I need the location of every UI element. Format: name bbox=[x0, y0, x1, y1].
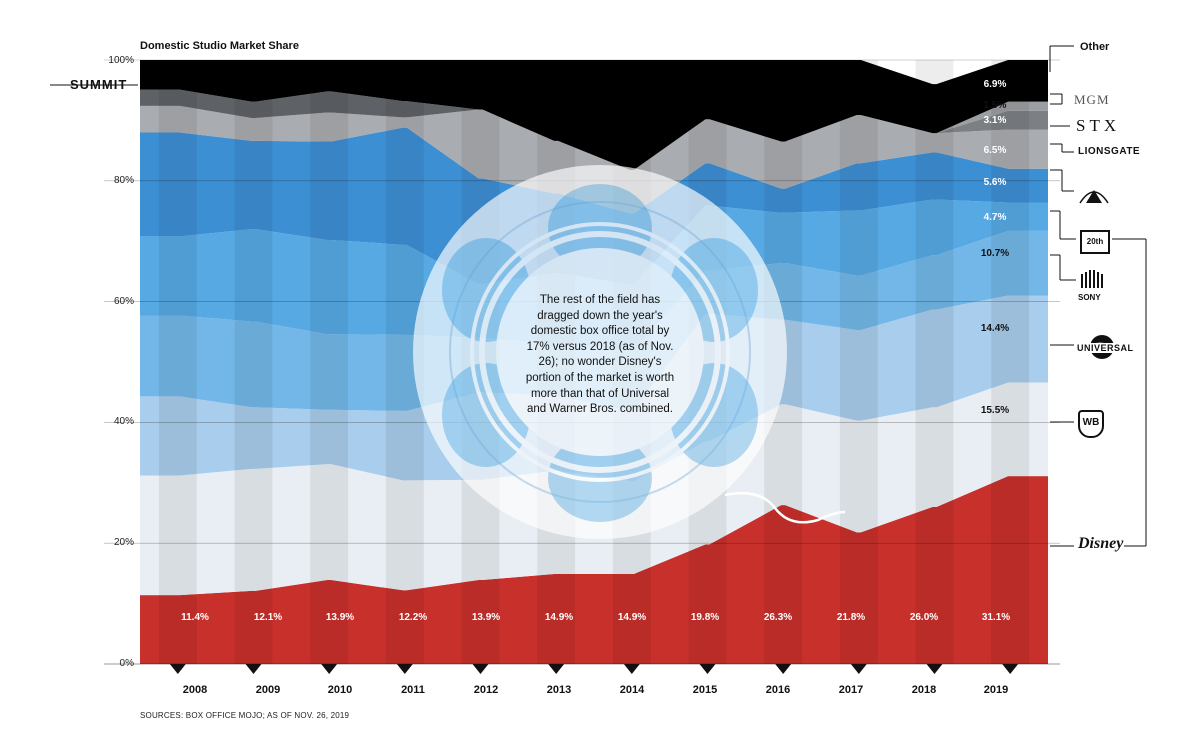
fox-logo: 20th bbox=[1080, 230, 1110, 254]
disney-label-2013: 14.9% bbox=[544, 612, 574, 623]
share-2019-fox: 4.7% bbox=[983, 212, 1007, 223]
share-2019-stx: 3.1% bbox=[983, 115, 1007, 126]
area-universal bbox=[140, 295, 1048, 481]
year-marker-2019 bbox=[1002, 664, 1019, 674]
year-column-2018 bbox=[915, 60, 954, 664]
disney-label-2015: 19.8% bbox=[690, 612, 720, 623]
mgm-logo: MGM bbox=[1074, 92, 1110, 107]
year-marker-2018 bbox=[926, 664, 943, 674]
x-label-2010: 2010 bbox=[327, 684, 353, 696]
x-label-2015: 2015 bbox=[692, 684, 718, 696]
y-tick-20: 20% bbox=[113, 537, 134, 548]
label-connectors bbox=[50, 45, 1147, 547]
stx-logo: STX bbox=[1076, 116, 1121, 135]
year-markers bbox=[169, 664, 1019, 674]
x-label-2014: 2014 bbox=[619, 684, 645, 696]
y-tick-40: 40% bbox=[113, 416, 134, 427]
disney-label-2017: 21.8% bbox=[836, 612, 866, 623]
lionsgate-logo: LIONSGATE bbox=[1078, 146, 1141, 157]
share-2019-universal: 14.4% bbox=[980, 323, 1010, 334]
disney-label-2016: 26.3% bbox=[763, 612, 793, 623]
universal-logo: UNIVERSAL bbox=[1076, 343, 1135, 353]
x-label-2019: 2019 bbox=[983, 684, 1009, 696]
year-marker-2015 bbox=[699, 664, 716, 674]
disney-label-2018: 26.0% bbox=[909, 612, 939, 623]
year-marker-2017 bbox=[850, 664, 867, 674]
area-other bbox=[140, 60, 1048, 170]
area-sony bbox=[140, 230, 1048, 411]
film-reel-illustration bbox=[413, 165, 787, 539]
area-fox bbox=[140, 199, 1048, 350]
year-marker-2016 bbox=[775, 664, 792, 674]
disney-label-2011: 12.2% bbox=[398, 612, 428, 623]
x-label-2009: 2009 bbox=[255, 684, 281, 696]
year-column-2019 bbox=[991, 60, 1030, 664]
year-marker-2013 bbox=[548, 664, 565, 674]
share-2019-warner: 15.5% bbox=[980, 405, 1010, 416]
x-label-2016: 2016 bbox=[765, 684, 791, 696]
summit-label: SUMMIT bbox=[70, 77, 128, 92]
area-disney bbox=[140, 476, 1048, 664]
x-label-2018: 2018 bbox=[911, 684, 937, 696]
source-note: SOURCES: BOX OFFICE MOJO; AS OF NOV. 26,… bbox=[140, 711, 350, 720]
x-label-2008: 2008 bbox=[182, 684, 208, 696]
x-label-2013: 2013 bbox=[546, 684, 572, 696]
y-tick-100: 100% bbox=[108, 55, 134, 66]
x-label-2017: 2017 bbox=[838, 684, 864, 696]
sony-pictures-icon bbox=[1081, 270, 1103, 288]
chart-title: Domestic Studio Market Share bbox=[140, 40, 299, 52]
x-label-2012: 2012 bbox=[473, 684, 499, 696]
year-column-2008 bbox=[158, 60, 197, 664]
share-2019-mgm: 1.5% bbox=[983, 100, 1007, 111]
disney-label-2012: 13.9% bbox=[471, 612, 501, 623]
stacked-areas bbox=[140, 60, 1048, 664]
disney-logo: Disney bbox=[1078, 535, 1124, 552]
year-column-2010 bbox=[310, 60, 349, 664]
x-label-2011: 2011 bbox=[401, 684, 425, 696]
y-tick-0: 0% bbox=[119, 658, 134, 669]
year-marker-2014 bbox=[623, 664, 640, 674]
year-marker-2009 bbox=[245, 664, 262, 674]
disney-label-2009: 12.1% bbox=[253, 612, 283, 623]
area-summit bbox=[140, 89, 1048, 170]
year-marker-2011 bbox=[396, 664, 413, 674]
area-lionsgate bbox=[140, 105, 1048, 214]
share-2019-other: 6.9% bbox=[983, 79, 1007, 90]
share-2019-sony: 10.7% bbox=[980, 248, 1010, 259]
paramount-mountain-icon bbox=[1079, 190, 1109, 204]
wb-shield-logo: WB bbox=[1078, 410, 1104, 438]
share-2019-lionsgate: 6.5% bbox=[983, 145, 1007, 156]
year-column-2009 bbox=[234, 60, 273, 664]
disney-label-2008: 11.4% bbox=[181, 612, 209, 623]
lion-tail-illustration bbox=[724, 491, 846, 524]
disney-label-2019: 31.1% bbox=[981, 612, 1011, 623]
year-marker-2008 bbox=[169, 664, 186, 674]
sony-logo: SONY bbox=[1078, 293, 1101, 302]
y-tick-80: 80% bbox=[113, 175, 134, 186]
disney-label-2010: 13.9% bbox=[325, 612, 355, 623]
reel-annotation: The rest of the field has dragged down t… bbox=[525, 294, 675, 416]
year-marker-2010 bbox=[321, 664, 338, 674]
disney-label-2014: 14.9% bbox=[617, 612, 647, 623]
year-marker-2012 bbox=[472, 664, 489, 674]
studio-label-other: Other bbox=[1080, 41, 1110, 53]
share-2019-paramount: 5.6% bbox=[983, 177, 1007, 188]
y-tick-60: 60% bbox=[113, 296, 134, 307]
year-column-2017 bbox=[839, 60, 878, 664]
